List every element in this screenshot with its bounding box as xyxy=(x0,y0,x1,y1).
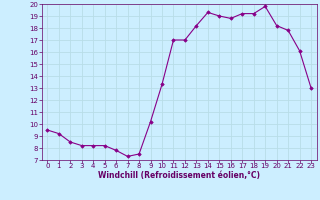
X-axis label: Windchill (Refroidissement éolien,°C): Windchill (Refroidissement éolien,°C) xyxy=(98,171,260,180)
